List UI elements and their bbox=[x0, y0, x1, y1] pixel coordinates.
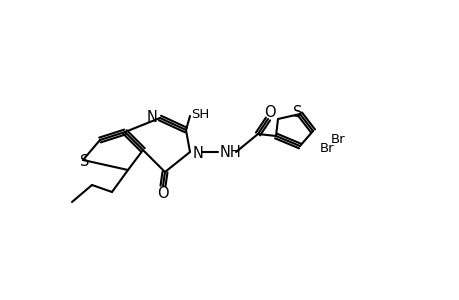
Text: Br: Br bbox=[319, 142, 334, 154]
Text: O: O bbox=[157, 187, 168, 202]
Text: S: S bbox=[293, 104, 302, 119]
Text: SH: SH bbox=[190, 107, 209, 121]
Text: Br: Br bbox=[330, 133, 345, 146]
Text: N: N bbox=[147, 110, 157, 124]
Text: NH: NH bbox=[219, 145, 241, 160]
Text: S: S bbox=[80, 154, 90, 169]
Text: O: O bbox=[263, 104, 275, 119]
Text: N: N bbox=[193, 146, 203, 160]
